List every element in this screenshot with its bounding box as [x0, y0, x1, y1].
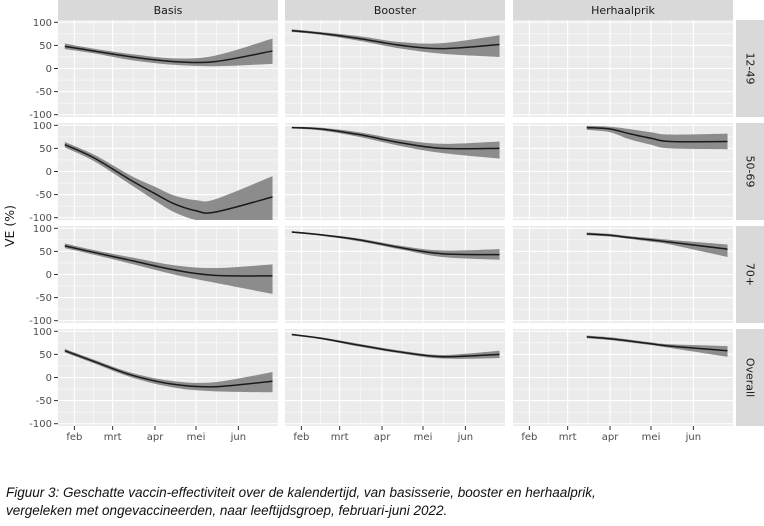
confidence-ribbon [64, 141, 273, 220]
x-tick-label: jun [685, 432, 701, 443]
caption-line-2: vergeleken met ongevaccineerden, naar le… [6, 503, 448, 518]
y-tick-label: 0 [46, 167, 52, 178]
column-strip-label: Herhaalprik [591, 4, 655, 17]
series-booster-50-69 [291, 126, 500, 159]
column-strip-label: Booster [374, 4, 417, 17]
column-strip-herhaalprik: Herhaalprik [513, 0, 733, 20]
ve-line [291, 333, 500, 358]
row-strip-label: 50-69 [744, 156, 757, 188]
series-basis-70 [64, 243, 273, 294]
faceted-chart: Basis Booster Herhaalprik 12-49 50-69 70+ Over… [2, 0, 764, 443]
y-axis-title: VE (%) [2, 205, 17, 247]
series-booster-12-49 [291, 29, 500, 57]
x-tick-label: feb [66, 432, 82, 443]
row-strip-overall: Overall [736, 329, 764, 426]
column-strip-bg [285, 0, 505, 20]
y-tick-label: 0 [46, 270, 52, 281]
series-herhaalprik-50-69 [586, 125, 728, 150]
series-booster-overall [291, 333, 500, 359]
row-strip-label: 70+ [744, 263, 757, 286]
panel-herhaalprik-70 [513, 226, 733, 323]
y-tick-label: 50 [39, 41, 52, 52]
y-tick-label: 100 [33, 18, 52, 29]
x-tick-label: mrt [104, 432, 122, 443]
column-strip-label: Basis [154, 4, 183, 17]
ve-line [586, 126, 728, 143]
x-tick-label: mrt [331, 432, 349, 443]
column-strip-basis: Basis [58, 0, 278, 20]
y-tick-label: 0 [46, 373, 52, 384]
panel-booster-70 [285, 226, 505, 323]
row-strip-12-49: 12-49 [736, 20, 764, 117]
y-tick-label: 100 [33, 327, 52, 338]
ve-line [64, 45, 273, 64]
y-tick-label: -100 [29, 213, 52, 224]
confidence-ribbon [64, 38, 273, 67]
x-tick-label: mei [642, 432, 661, 443]
x-tick-label: jun [230, 432, 246, 443]
y-tick-label: -50 [36, 293, 52, 304]
x-tick-label: apr [147, 432, 164, 443]
confidence-ribbon [291, 333, 500, 359]
x-tick-label: mei [187, 432, 206, 443]
x-tick-label: mei [414, 432, 433, 443]
x-tick-label: mrt [559, 432, 577, 443]
ve-line [586, 233, 728, 250]
panel-basis-12-49 [58, 20, 278, 117]
y-tick-label: -100 [29, 110, 52, 121]
y-tick-label: 0 [46, 64, 52, 75]
x-tick-label: apr [374, 432, 391, 443]
y-tick-label: 50 [39, 247, 52, 258]
ve-line [291, 231, 500, 256]
column-strip-bg [58, 0, 278, 20]
row-strip-bg [736, 20, 764, 117]
row-strip-bg [736, 329, 764, 426]
ve-line [64, 144, 273, 214]
series-booster-70 [291, 231, 500, 260]
panel-booster-12-49 [285, 20, 505, 117]
y-tick-label: -50 [36, 396, 52, 407]
panel-basis-70 [58, 226, 278, 323]
series-herhaalprik-70 [586, 232, 728, 257]
x-tick-label: feb [293, 432, 309, 443]
row-strip-bg [736, 123, 764, 220]
ve-line [291, 29, 500, 50]
y-tick-label: 50 [39, 144, 52, 155]
panel-herhaalprik-12-49 [513, 20, 733, 117]
x-tick-label: feb [521, 432, 537, 443]
column-strip-bg [513, 0, 733, 20]
column-strip-booster: Booster [285, 0, 505, 20]
x-tick-label: apr [602, 432, 619, 443]
y-tick-label: 50 [39, 350, 52, 361]
series-basis-overall [64, 348, 273, 393]
y-tick-label: 100 [33, 224, 52, 235]
panel-booster-overall [285, 329, 505, 426]
row-strip-50-69: 50-69 [736, 123, 764, 220]
y-tick-label: -100 [29, 316, 52, 327]
ve-line [64, 350, 273, 388]
row-strip-70: 70+ [736, 226, 764, 323]
series-herhaalprik-overall [586, 335, 728, 357]
row-strip-label: 12-49 [744, 53, 757, 85]
series-basis-12-49 [64, 38, 273, 67]
y-tick-label: -100 [29, 419, 52, 430]
panel-basis-overall [58, 329, 278, 426]
y-tick-label: -50 [36, 190, 52, 201]
ve-line [64, 245, 273, 277]
x-tick-label: jun [457, 432, 473, 443]
caption-line-1: Figuur 3: Geschatte vaccin-effectiviteit… [6, 485, 596, 500]
panel-booster-50-69 [285, 123, 505, 220]
y-tick-label: 100 [33, 121, 52, 132]
ve-line [291, 126, 500, 150]
row-strip-bg [736, 226, 764, 323]
row-strip-label: Overall [744, 358, 757, 397]
y-tick-label: -50 [36, 87, 52, 98]
series-basis-50-69 [64, 141, 273, 220]
panel-herhaalprik-overall [513, 329, 733, 426]
ve-line [586, 336, 728, 352]
figure-caption: Figuur 3: Geschatte vaccin-effectiviteit… [6, 484, 758, 520]
